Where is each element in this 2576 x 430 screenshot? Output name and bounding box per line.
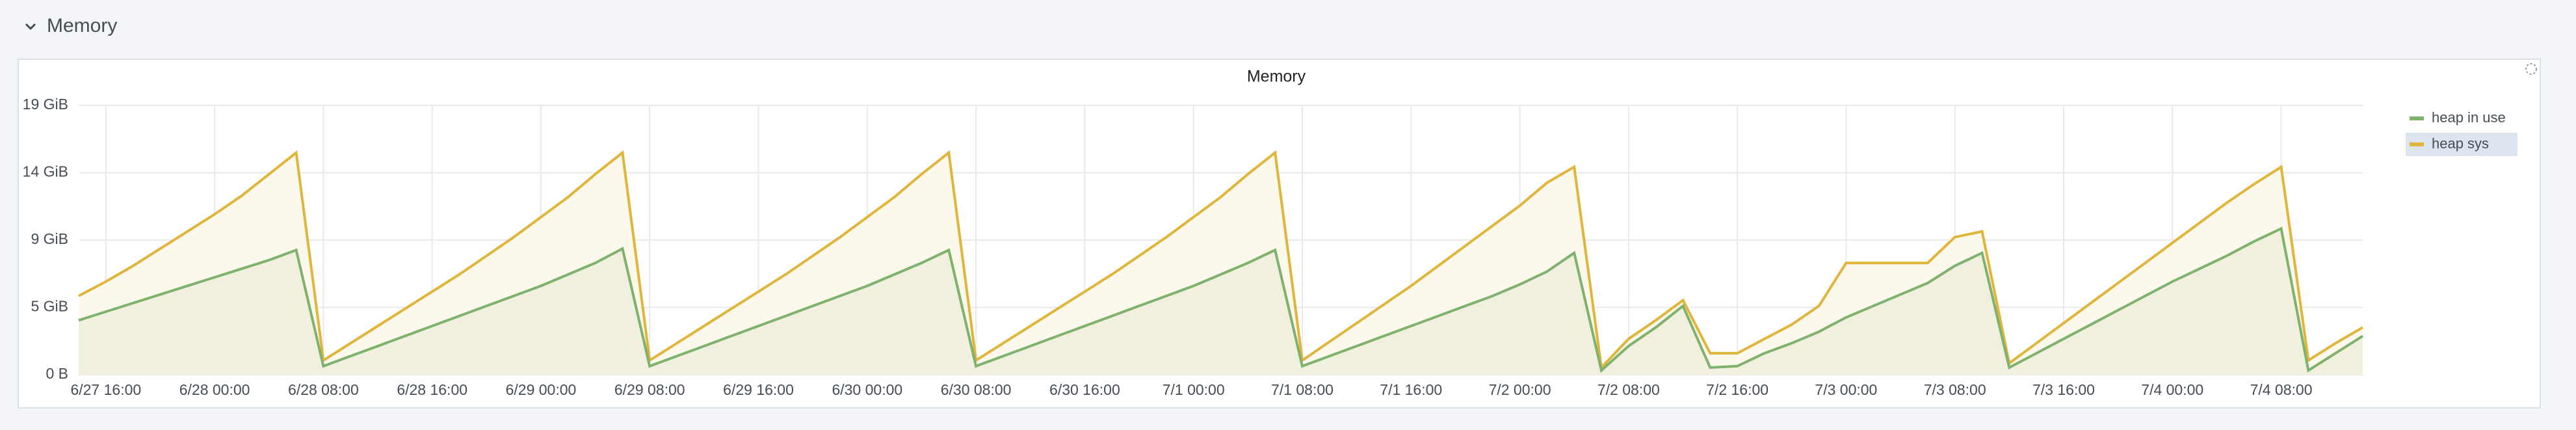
x-tick-label: 7/4 00:00	[2141, 381, 2203, 398]
legend-label[interactable]: heap in use	[2432, 109, 2506, 126]
y-tick-label: 5 GiB	[31, 298, 68, 315]
x-tick-label: 7/2 16:00	[1706, 381, 1768, 398]
x-tick-label: 6/30 16:00	[1049, 381, 1120, 398]
x-tick-label: 7/2 00:00	[1489, 381, 1551, 398]
series-line	[78, 226, 2364, 373]
x-tick-label: 6/29 00:00	[506, 381, 577, 398]
x-tick-label: 6/29 16:00	[723, 381, 794, 398]
collapse-chevron[interactable]	[25, 23, 36, 31]
area-fill	[79, 228, 2363, 375]
x-tick-label: 6/29 08:00	[614, 381, 685, 398]
x-tick-label: 7/1 00:00	[1163, 381, 1225, 398]
legend-hover	[2406, 133, 2517, 156]
area-fill	[79, 152, 2363, 375]
y-tick-label: 14 GiB	[23, 163, 68, 180]
series-line	[78, 150, 2364, 371]
legend-label[interactable]: heap sys	[2432, 135, 2489, 152]
y-tick-label: 9 GiB	[31, 230, 68, 247]
x-tick-label: 6/28 00:00	[179, 381, 250, 398]
panel-title[interactable]: Memory	[1247, 68, 1306, 86]
x-tick-label: 7/3 16:00	[2032, 381, 2095, 398]
x-tick-label: 7/1 08:00	[1271, 381, 1334, 398]
x-tick-label: 6/28 08:00	[288, 381, 359, 398]
x-tick-label: 7/1 16:00	[1380, 381, 1442, 398]
x-tick-label: 7/3 08:00	[1924, 381, 1986, 398]
y-tick-label: 19 GiB	[23, 96, 68, 113]
x-tick-label: 6/30 00:00	[832, 381, 902, 398]
x-tick-label: 6/27 16:00	[70, 381, 141, 398]
row-title[interactable]: Memory	[47, 15, 117, 36]
x-tick-label: 7/4 08:00	[2250, 381, 2313, 398]
x-tick-label: 7/2 08:00	[1597, 381, 1660, 398]
y-tick-label: 0 B	[46, 365, 68, 382]
x-tick-label: 6/28 16:00	[397, 381, 467, 398]
loading-icon	[2525, 63, 2537, 75]
x-tick-label: 7/3 00:00	[1815, 381, 1877, 398]
x-tick-label: 6/30 08:00	[941, 381, 1012, 398]
